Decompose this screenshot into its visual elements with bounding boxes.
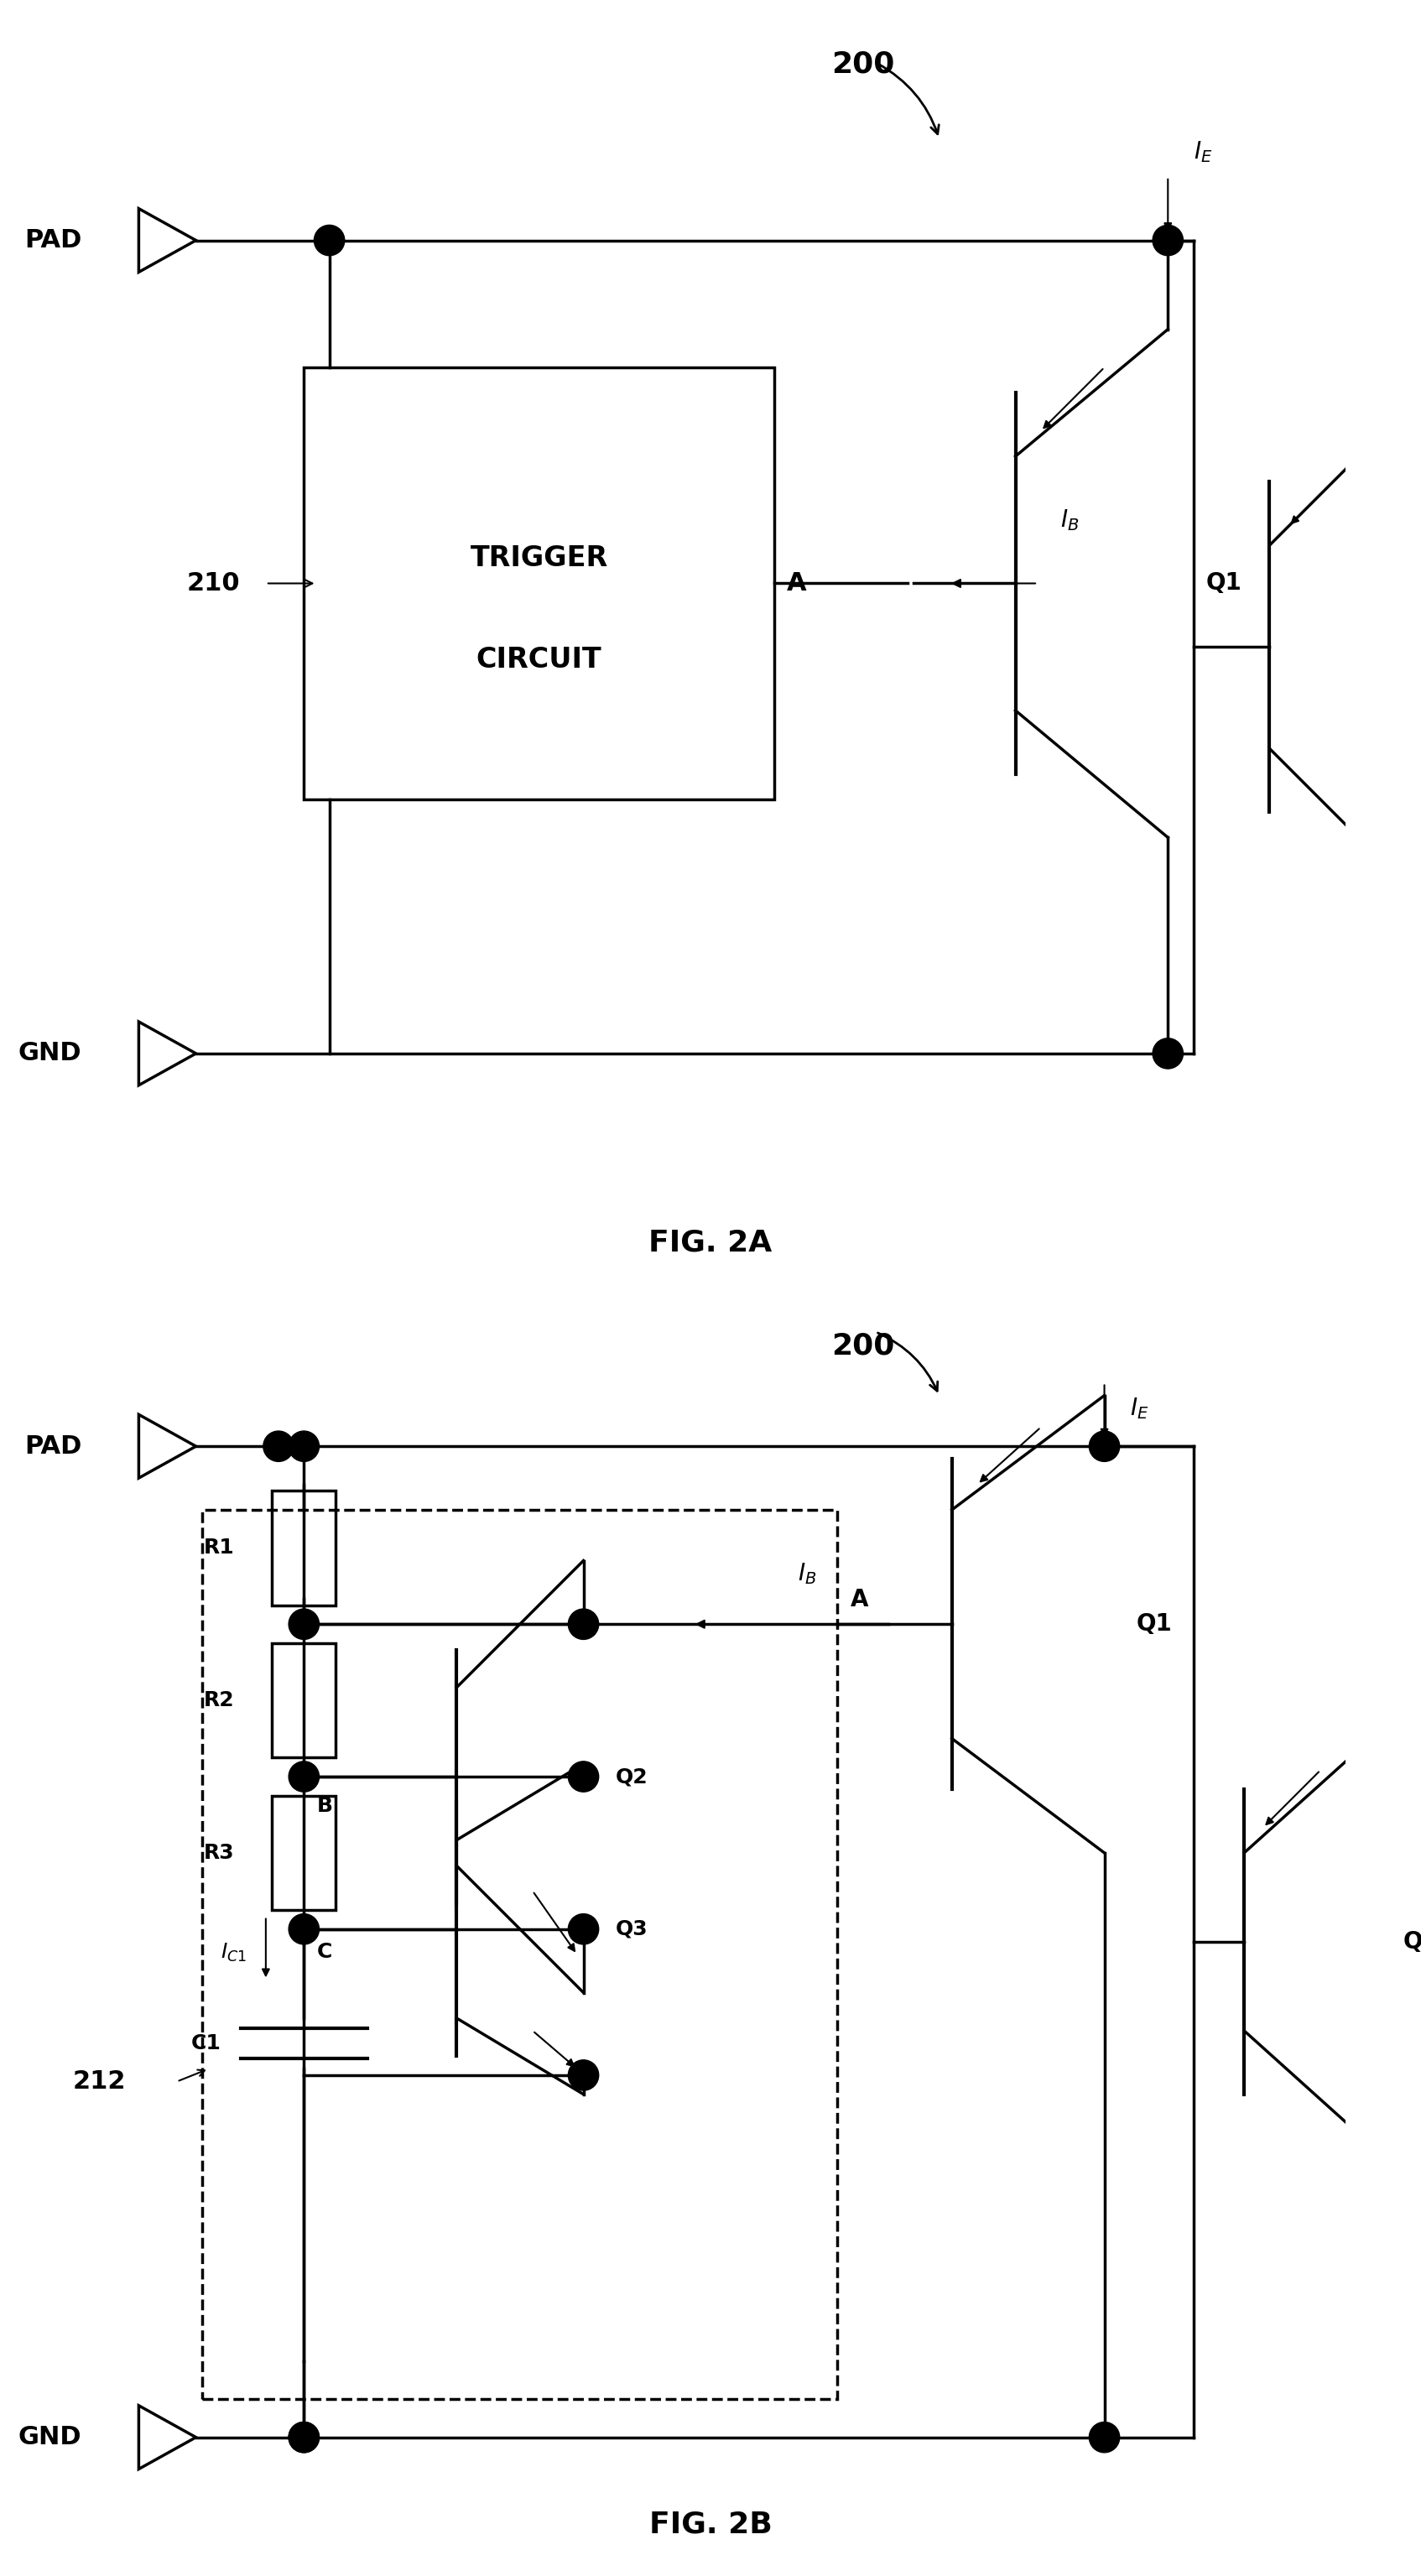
Text: $I_{C1}$: $I_{C1}$ <box>220 1942 247 1963</box>
Text: 210: 210 <box>188 572 240 595</box>
Text: C1: C1 <box>192 2032 222 2053</box>
Text: A: A <box>787 572 807 595</box>
Circle shape <box>288 2421 320 2452</box>
Text: Q2: Q2 <box>615 1767 648 1788</box>
Circle shape <box>568 1914 598 1945</box>
Circle shape <box>568 1610 598 1638</box>
Bar <box>273 1643 335 1757</box>
Text: 200: 200 <box>831 1332 895 1360</box>
Text: GND: GND <box>18 1041 81 1066</box>
Text: B: B <box>317 1795 333 1816</box>
Text: R2: R2 <box>203 1690 234 1710</box>
Circle shape <box>288 1914 320 1945</box>
Text: Q3: Q3 <box>615 1919 648 1940</box>
Text: A: A <box>850 1587 868 1613</box>
Circle shape <box>568 2061 598 2092</box>
Text: Q1: Q1 <box>1206 572 1242 595</box>
Text: 212: 212 <box>72 2069 126 2094</box>
Text: PAD: PAD <box>24 229 81 252</box>
Text: 200: 200 <box>831 49 895 77</box>
Circle shape <box>568 1762 598 1793</box>
Text: CIRCUIT: CIRCUIT <box>476 647 601 672</box>
Circle shape <box>314 224 344 255</box>
Circle shape <box>288 2421 320 2452</box>
Circle shape <box>288 1432 320 1461</box>
Text: C: C <box>317 1942 333 1963</box>
Text: $I_E$: $I_E$ <box>1130 1396 1148 1422</box>
Circle shape <box>288 1610 320 1638</box>
Circle shape <box>288 1762 320 1793</box>
Text: Q1: Q1 <box>1137 1613 1172 1636</box>
Circle shape <box>1088 1432 1120 1461</box>
Bar <box>273 1795 335 1909</box>
Circle shape <box>1152 224 1184 255</box>
Text: PAD: PAD <box>24 1435 81 1458</box>
Text: R3: R3 <box>203 1842 234 1862</box>
Bar <box>273 1492 335 1605</box>
Text: TRIGGER: TRIGGER <box>470 544 608 572</box>
Text: $I_B$: $I_B$ <box>1060 507 1079 533</box>
Text: GND: GND <box>18 2424 81 2450</box>
Text: Q4: Q4 <box>1403 1929 1421 1953</box>
Circle shape <box>263 1432 294 1461</box>
Text: R1: R1 <box>203 1538 234 1558</box>
Text: FIG. 2A: FIG. 2A <box>649 1229 772 1257</box>
Text: $I_B$: $I_B$ <box>797 1561 817 1587</box>
Bar <box>304 368 774 799</box>
Circle shape <box>1152 1038 1184 1069</box>
Text: $I_E$: $I_E$ <box>1194 139 1212 165</box>
Text: FIG. 2B: FIG. 2B <box>649 2512 772 2540</box>
Circle shape <box>1088 2421 1120 2452</box>
